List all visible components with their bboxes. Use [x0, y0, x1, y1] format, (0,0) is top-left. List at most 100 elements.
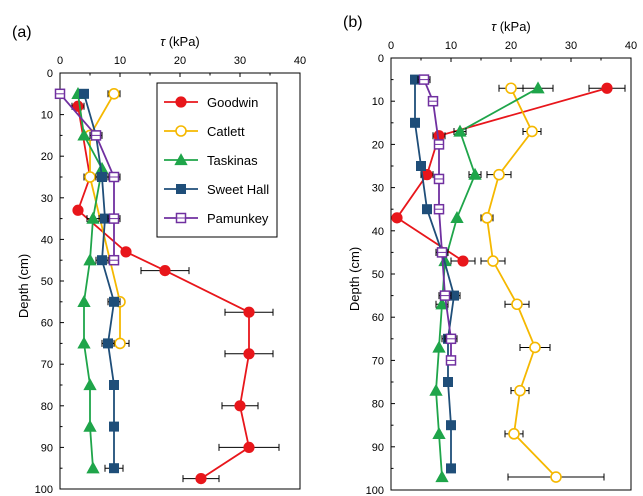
panel-label: (a)	[12, 24, 32, 41]
data-point	[445, 355, 457, 366]
series-line	[83, 93, 115, 469]
data-point	[514, 384, 526, 397]
data-point	[453, 124, 467, 137]
data-point	[176, 184, 186, 194]
legend-label: Pamunkey	[207, 211, 269, 226]
x-axis-label: τ (kPa)	[491, 19, 531, 34]
data-point	[159, 265, 171, 277]
panel-0: (a) τ (kPa) 0 10 20 30 40 0 10 20 30 40 50 60 70 80 90 10…	[12, 24, 306, 496]
series-pamunkey	[417, 74, 458, 366]
x-axis-label-unit: (kPa)	[165, 34, 200, 49]
data-point	[443, 377, 453, 387]
data-point	[175, 125, 187, 137]
data-point	[487, 255, 499, 267]
data-point	[54, 88, 66, 100]
data-point	[416, 161, 426, 171]
legend-entry: Goodwin	[164, 95, 258, 110]
data-point	[103, 338, 113, 349]
data-point	[79, 88, 89, 99]
y-tick-label: 50	[372, 269, 384, 281]
data-point	[86, 461, 100, 474]
x-tick-label: 10	[445, 40, 457, 52]
data-point	[108, 171, 120, 183]
data-point	[90, 130, 102, 141]
x-axis-label-var: τ	[160, 34, 166, 49]
data-point	[410, 117, 420, 128]
y-axis-label: Depth (cm)	[347, 247, 362, 311]
data-point	[77, 128, 91, 141]
series-line	[77, 93, 103, 469]
y-tick-label: 20	[41, 151, 53, 163]
data-point	[436, 247, 448, 258]
y-tick-label: 90	[372, 442, 384, 454]
y-tick-label: 20	[372, 139, 384, 151]
data-point	[234, 400, 246, 412]
x-axis-label-unit: (kPa)	[496, 19, 531, 34]
legend-entry: Taskinas	[164, 153, 258, 168]
data-point	[83, 253, 97, 266]
data-point	[77, 294, 91, 307]
data-point	[505, 82, 517, 95]
data-point	[72, 204, 84, 216]
data-point	[427, 95, 439, 107]
data-point	[450, 211, 464, 223]
panel-1: (b) τ (kPa) 0 10 20 30 40 0 10 20 30 40 50 60 70 80 90 10…	[343, 14, 637, 496]
data-point	[108, 88, 120, 100]
data-point	[468, 167, 482, 180]
data-point	[109, 463, 119, 474]
series-line	[423, 79, 452, 361]
data-point	[446, 463, 456, 474]
data-point	[195, 473, 207, 485]
series-line	[76, 106, 251, 480]
y-tick-label: 50	[41, 276, 53, 288]
legend-label: Catlett	[207, 124, 245, 139]
data-point	[174, 153, 188, 166]
data-point	[511, 298, 523, 311]
series-catlett	[480, 82, 605, 483]
y-tick-label: 30	[41, 193, 53, 205]
data-point	[109, 380, 119, 390]
series-taskinas	[71, 86, 109, 474]
plot-frame	[390, 57, 632, 491]
x-tick-label: 30	[565, 40, 577, 52]
y-tick-label: 40	[41, 234, 53, 246]
y-axis-label: Depth (cm)	[16, 254, 31, 318]
x-tick-label: 20	[174, 55, 186, 67]
data-point	[493, 168, 505, 181]
data-point	[433, 203, 445, 215]
data-point	[97, 255, 107, 266]
data-point	[445, 333, 457, 345]
y-tick-label: 10	[372, 96, 384, 108]
data-point	[84, 171, 96, 183]
data-point	[109, 296, 119, 307]
x-tick-label: 20	[505, 40, 517, 52]
data-point	[114, 337, 126, 350]
data-point	[108, 254, 120, 266]
data-point	[77, 336, 91, 349]
y-tick-label: 30	[372, 183, 384, 195]
data-point	[435, 297, 449, 310]
legend-label: Sweet Hall	[207, 182, 269, 197]
legend-label: Taskinas	[207, 153, 258, 168]
y-tick-label: 40	[372, 226, 384, 238]
data-point	[433, 173, 445, 185]
data-point	[550, 471, 562, 483]
x-tick-label: 40	[625, 40, 637, 52]
data-point	[175, 96, 187, 108]
x-axis-label: τ (kPa)	[160, 34, 200, 49]
y-tick-label: 0	[378, 53, 384, 65]
y-tick-label: 80	[372, 399, 384, 411]
data-point	[526, 125, 538, 138]
data-point	[531, 81, 545, 94]
series-line	[414, 79, 455, 469]
panel-label: (b)	[343, 14, 363, 31]
data-point	[457, 255, 469, 267]
x-tick-label: 0	[57, 55, 63, 67]
data-point	[439, 290, 451, 301]
data-point	[120, 246, 132, 258]
data-point	[529, 341, 541, 354]
data-point	[243, 306, 255, 318]
data-point	[109, 421, 119, 432]
x-tick-label: 30	[234, 55, 246, 67]
